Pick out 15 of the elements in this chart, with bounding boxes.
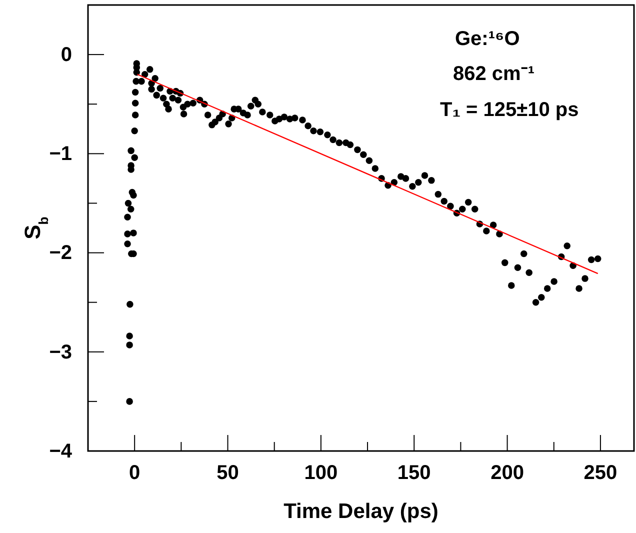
x-axis-title: Time Delay (ps) [284, 500, 438, 523]
y-tick-label: −4 [49, 440, 73, 462]
annotation: T₁ = 125±10 ps [440, 99, 579, 121]
x-tick-label: 150 [397, 462, 431, 484]
x-tick-label: 50 [216, 462, 239, 484]
x-tick-label: 0 [129, 462, 140, 484]
annotation: 862 cm⁻¹ [453, 63, 535, 85]
y-tick-label: 0 [60, 44, 72, 66]
annotation: Ge:¹⁶O [455, 28, 520, 50]
x-tick-label: 100 [304, 462, 338, 484]
x-tick-label: 200 [490, 462, 524, 484]
y-tick-label: −1 [49, 143, 72, 166]
y-tick-label: −2 [49, 242, 72, 264]
x-tick-label: 250 [584, 462, 618, 484]
y-tick-label: −3 [49, 341, 72, 364]
